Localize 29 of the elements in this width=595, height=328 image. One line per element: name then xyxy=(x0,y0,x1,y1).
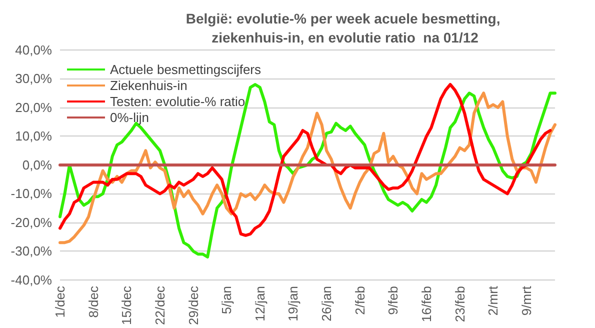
x-tick-label: 9/mrt xyxy=(518,286,534,316)
x-tick-label: 2/feb xyxy=(352,286,368,315)
x-tick-label: 16/feb xyxy=(418,286,434,322)
x-tick-label: 9/feb xyxy=(386,286,401,315)
x-tick-label: 8/dec xyxy=(86,285,101,318)
x-tick-label: 26/jan xyxy=(319,286,334,322)
y-tick-label: 10,0% xyxy=(15,128,52,144)
y-tick-label: -10,0% xyxy=(10,186,52,202)
x-tick-label: 29/dec xyxy=(186,285,201,326)
legend-label: Actuele besmettingscijfers xyxy=(110,62,262,77)
x-tick-label: 12/jan xyxy=(252,286,268,322)
legend-label: Testen: evolutie-% ratio xyxy=(110,94,246,109)
x-tick-label: 19/jan xyxy=(286,286,301,322)
y-tick-label: 30,0% xyxy=(15,71,52,86)
x-tick-label: 22/dec xyxy=(152,285,168,326)
x-tick-label: 15/dec xyxy=(119,285,134,326)
chart-title: België: evolutie-% per week acuele besmetting, ziekenhuis-in, en evolutie ratio na 01/12 xyxy=(186,10,504,46)
legend-label: 0%-lijn xyxy=(110,110,150,125)
y-tick-label: 40,0% xyxy=(15,42,52,58)
y-tick-label: 0,0% xyxy=(22,157,52,172)
y-tick-label: -40,0% xyxy=(10,272,52,288)
x-tick-label: 2/mrt xyxy=(486,286,501,316)
x-tick-label: 5/jan xyxy=(219,286,234,314)
y-tick-label: -30,0% xyxy=(10,244,52,259)
y-tick-label: 20,0% xyxy=(15,100,52,115)
y-tick-label: -20,0% xyxy=(10,214,52,230)
x-tick-label: 23/feb xyxy=(452,286,468,322)
x-tick-label: 1/dec xyxy=(52,285,68,318)
legend-label: Ziekenhuis-in xyxy=(110,78,188,93)
